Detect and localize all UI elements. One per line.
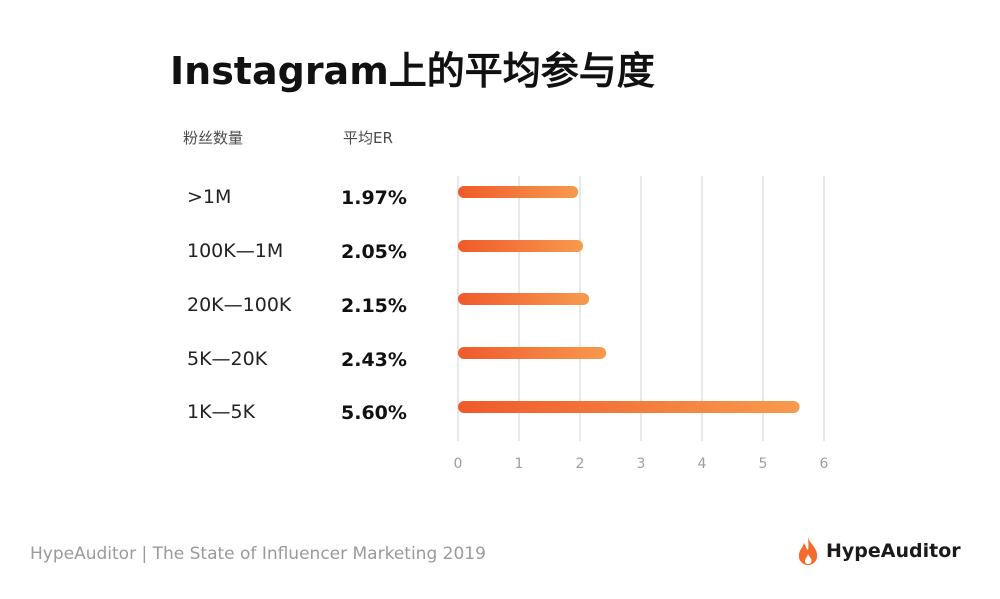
x-tick-label: 6 bbox=[820, 456, 829, 472]
bar bbox=[458, 401, 800, 413]
flame-icon bbox=[798, 537, 818, 565]
x-tick-label: 4 bbox=[698, 456, 707, 472]
x-tick-label: 2 bbox=[576, 456, 585, 472]
row-label: 20K—100K bbox=[187, 294, 292, 316]
x-tick-label: 0 bbox=[454, 456, 463, 472]
bar bbox=[458, 347, 607, 359]
row-label: 100K—1M bbox=[187, 240, 284, 262]
followers-column-header: 粉丝数量 bbox=[183, 129, 244, 147]
row-value: 5.60% bbox=[341, 402, 407, 424]
row-value: 2.43% bbox=[341, 349, 407, 371]
x-tick-label: 1 bbox=[515, 456, 524, 472]
row-label: >1M bbox=[187, 186, 232, 208]
row-value: 2.15% bbox=[341, 295, 407, 317]
er-column-header: 平均ER bbox=[343, 129, 393, 147]
brand-logo: HypeAuditor bbox=[796, 536, 961, 566]
row-value: 2.05% bbox=[341, 241, 407, 263]
brand-name: HypeAuditor bbox=[826, 540, 961, 562]
x-tick-label: 5 bbox=[759, 456, 768, 472]
bar bbox=[458, 240, 584, 252]
bar bbox=[458, 293, 590, 305]
chart-title: Instagram上的平均参与度 bbox=[170, 49, 655, 93]
row-value: 1.97% bbox=[341, 187, 407, 209]
row-label: 5K—20K bbox=[187, 348, 268, 370]
row-label: 1K—5K bbox=[187, 401, 256, 423]
x-tick-label: 3 bbox=[637, 456, 646, 472]
bar bbox=[458, 186, 579, 198]
source-caption: HypeAuditor | The State of Influencer Ma… bbox=[30, 544, 486, 564]
